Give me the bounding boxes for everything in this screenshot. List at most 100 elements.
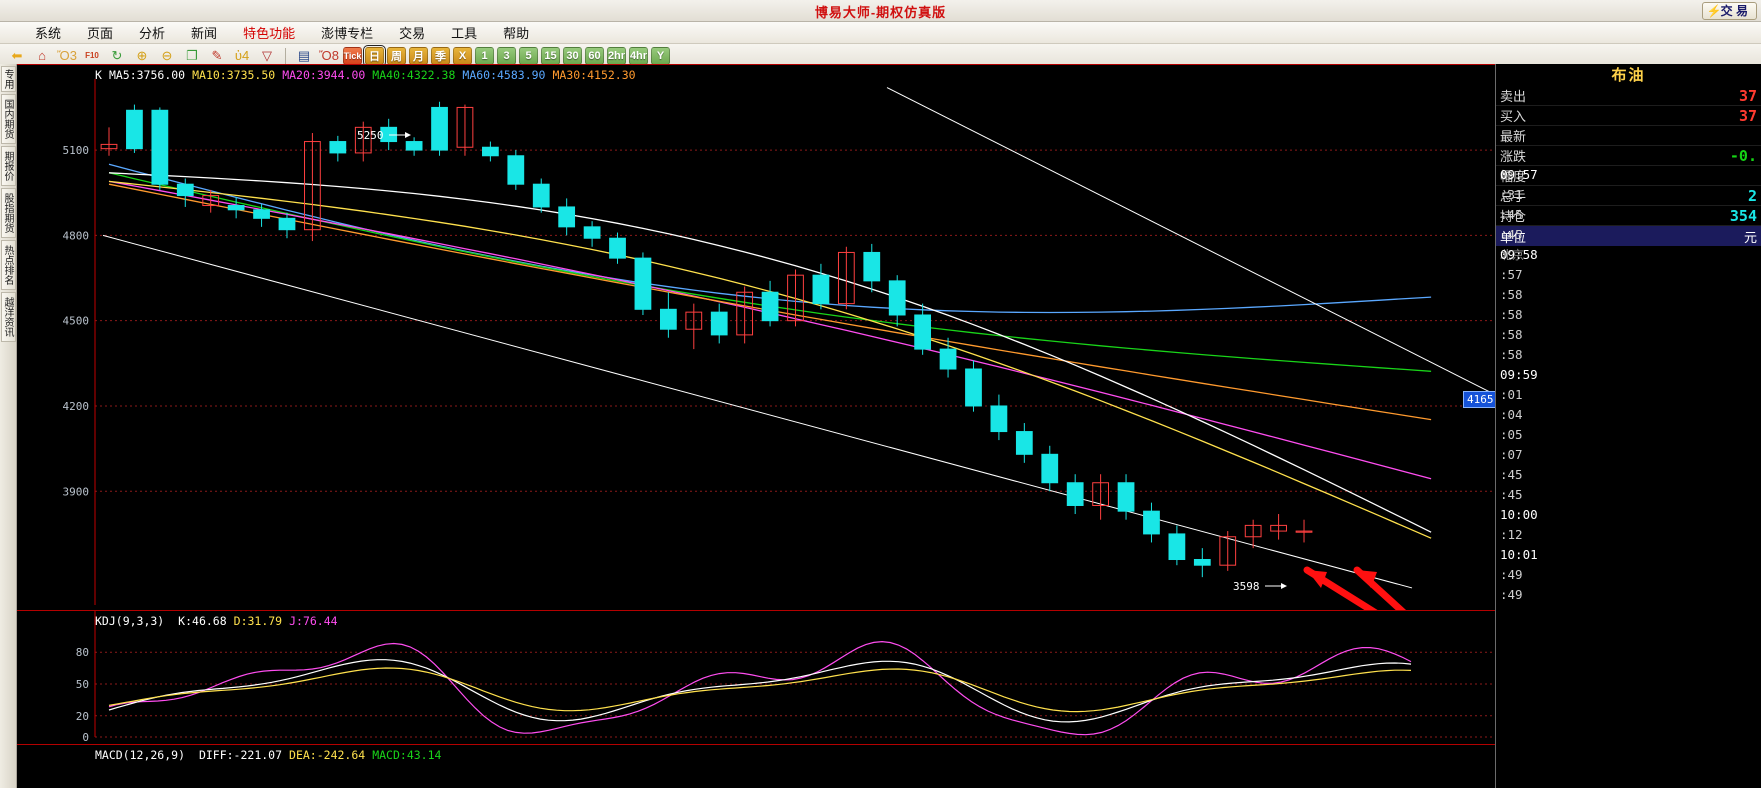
tick-row-11[interactable]: :01 xyxy=(1496,384,1761,404)
tick-row-18[interactable]: :12 xyxy=(1496,524,1761,544)
copy-icon[interactable]: ❐ xyxy=(186,47,198,63)
chart-area[interactable]: K MA5:3756.00 MA10:3735.50 MA20:3944.00 MA40… xyxy=(17,64,1498,788)
f10-icon[interactable]: F10 xyxy=(85,51,99,60)
period-button-m3[interactable]: 3 xyxy=(497,46,516,65)
filter-icon[interactable]: ▽ xyxy=(262,47,272,63)
price-chart-pane[interactable]: K MA5:3756.00 MA10:3735.50 MA20:3944.00 MA40… xyxy=(17,64,1498,611)
alarm-bell-icon[interactable]: ὑ4 xyxy=(234,48,250,63)
kdj-pane[interactable]: KDJ(9,3,3) K:46.68 D:31.79 J:76.44 80 50 20 0 xyxy=(17,610,1495,744)
period-button-m60[interactable]: 60 xyxy=(585,46,604,65)
trade-button[interactable]: 交 易 xyxy=(1701,2,1757,20)
period-button-week[interactable]: 周 xyxy=(387,46,406,65)
quote-row-label: 持仓 xyxy=(1500,210,1527,225)
legend-item-0: DIFF:-221.07 xyxy=(198,748,283,762)
quote-row-0: 卖出 37 xyxy=(1496,86,1761,106)
quote-panel: 布油 卖出 37 买入 37 最新 涨跌 -0. 幅度 总手 2 持仓 354 单位 元 北京 09:… xyxy=(1495,64,1761,788)
legend-item-0: MA5:3756.00 xyxy=(108,68,186,82)
tick-row-5[interactable]: :57 xyxy=(1496,264,1761,284)
tick-row-20[interactable]: :49 xyxy=(1496,564,1761,584)
tick-row-16[interactable]: :45 xyxy=(1496,484,1761,504)
tick-row-0[interactable]: 09:57 xyxy=(1496,164,1761,184)
period-button-h4[interactable]: 4hr xyxy=(629,46,648,65)
quote-title: 布油 xyxy=(1611,66,1646,84)
tick-row-9[interactable]: :58 xyxy=(1496,344,1761,364)
svg-text:80: 80 xyxy=(76,646,89,659)
tick-row-2[interactable]: :45 xyxy=(1496,204,1761,224)
period-button-m30[interactable]: 30 xyxy=(563,46,582,65)
menu-item-3[interactable]: 新闻 xyxy=(191,26,218,41)
quote-row-value: 37 xyxy=(1738,86,1757,105)
menu-item-1[interactable]: 页面 xyxy=(87,26,114,41)
zoom-out-icon[interactable]: ⊖ xyxy=(161,47,173,63)
svg-text:3900: 3900 xyxy=(63,485,90,498)
menu-item-2[interactable]: 分析 xyxy=(139,26,166,41)
app-title: 博易大师-期权仿真版 xyxy=(814,5,947,20)
home-icon[interactable]: ⌂ xyxy=(38,48,46,63)
quote-row-value: -0. xyxy=(1729,146,1757,165)
tick-list[interactable]: 09:57:31:45:45 09:58:57:58:58:58:58 09:59:… xyxy=(1496,164,1761,788)
zoom-in-icon[interactable]: ⊕ xyxy=(136,47,148,63)
quote-row-2: 最新 xyxy=(1496,126,1761,146)
tick-row-12[interactable]: :04 xyxy=(1496,404,1761,424)
pencil-icon[interactable]: ✎ xyxy=(211,47,223,63)
legend-item-1: MA10:3735.50 xyxy=(192,68,276,82)
svg-text:50: 50 xyxy=(76,678,89,691)
menu-item-8[interactable]: 帮助 xyxy=(503,26,530,41)
tick-time: :58 xyxy=(1500,306,1523,322)
legend-prefix: K xyxy=(95,68,102,82)
tick-row-10[interactable]: 09:59 xyxy=(1496,364,1761,384)
menu-item-7[interactable]: 工具 xyxy=(451,26,478,41)
refresh-icon[interactable]: ↻ xyxy=(111,47,123,63)
period-button-quarter[interactable]: 季 xyxy=(431,46,450,65)
tick-row-3[interactable]: :45 xyxy=(1496,224,1761,244)
menu-item-6[interactable]: 交易 xyxy=(399,26,426,41)
side-tab-2[interactable]: 期报价 xyxy=(1,146,16,186)
tick-row-14[interactable]: :07 xyxy=(1496,444,1761,464)
tick-time: :12 xyxy=(1500,526,1523,542)
macd-pane[interactable]: MACD(12,26,9) DIFF:-221.07 DEA:-242.64 MAC… xyxy=(17,744,1495,788)
tick-row-4[interactable]: 09:58 xyxy=(1496,244,1761,264)
side-tab-3[interactable]: 股指期货 xyxy=(1,188,16,238)
side-tab-4[interactable]: 热点排名 xyxy=(1,240,16,290)
period-button-month[interactable]: 月 xyxy=(409,46,428,65)
tick-time: :49 xyxy=(1500,586,1523,602)
side-tab-5[interactable]: 越洋资讯 xyxy=(1,292,16,342)
menu-bar: 系统 页面 分析 新闻 特色功能 澎博专栏 交易 工具 帮助 xyxy=(0,22,1761,44)
tick-row-1[interactable]: :31 xyxy=(1496,184,1761,204)
chart-icon[interactable]: Ὄ8 xyxy=(319,48,339,63)
period-button-h2[interactable]: 2hr xyxy=(607,46,626,65)
menu-item-5[interactable]: 澎博专栏 xyxy=(321,26,374,41)
period-button-m1[interactable]: 1 xyxy=(475,46,494,65)
tick-row-15[interactable]: :45 xyxy=(1496,464,1761,484)
quote-row-label: 涨跌 xyxy=(1500,150,1527,165)
tick-row-19[interactable]: 10:01 xyxy=(1496,544,1761,564)
side-tab-0[interactable]: 专用 xyxy=(1,66,16,92)
period-button-year[interactable]: Y xyxy=(651,46,670,65)
quote-row-value: 37 xyxy=(1738,106,1757,125)
tick-row-7[interactable]: :58 xyxy=(1496,304,1761,324)
legend-item-2: MACD:43.14 xyxy=(372,748,442,762)
tick-row-6[interactable]: :58 xyxy=(1496,284,1761,304)
quote-row-value: 2 xyxy=(1747,186,1757,205)
note-icon[interactable]: Ὄ3 xyxy=(57,48,77,63)
quote-row-label: 总手 xyxy=(1500,190,1527,205)
tick-time: :58 xyxy=(1500,286,1523,302)
tick-row-8[interactable]: :58 xyxy=(1496,324,1761,344)
period-button-m15[interactable]: 15 xyxy=(541,46,560,65)
period-button-day[interactable]: 日 xyxy=(363,44,386,67)
menu-item-0[interactable]: 系统 xyxy=(35,26,62,41)
tick-row-21[interactable]: :49 xyxy=(1496,584,1761,604)
tick-time: :45 xyxy=(1500,226,1523,242)
tick-row-13[interactable]: :05 xyxy=(1496,424,1761,444)
back-arrow-icon[interactable]: ⬅ xyxy=(11,47,23,63)
menu-item-4[interactable]: 特色功能 xyxy=(243,26,296,41)
period-button-m5[interactable]: 5 xyxy=(519,46,538,65)
period-button-tick[interactable]: Tick xyxy=(343,46,362,65)
period-button-x[interactable]: X xyxy=(453,46,472,65)
side-tab-1[interactable]: 国内期货 xyxy=(1,94,16,144)
tick-row-17[interactable]: 10:00 xyxy=(1496,504,1761,524)
side-tab-strip: 专用国内期货期报价股指期货热点排名越洋资讯 xyxy=(0,64,17,788)
price-chart-svg: 5100 4800 4500 4200 3900 5250 3598 xyxy=(63,79,1495,611)
quote-row-value: 354 xyxy=(1729,206,1757,225)
table-icon[interactable]: ▤ xyxy=(297,47,311,63)
